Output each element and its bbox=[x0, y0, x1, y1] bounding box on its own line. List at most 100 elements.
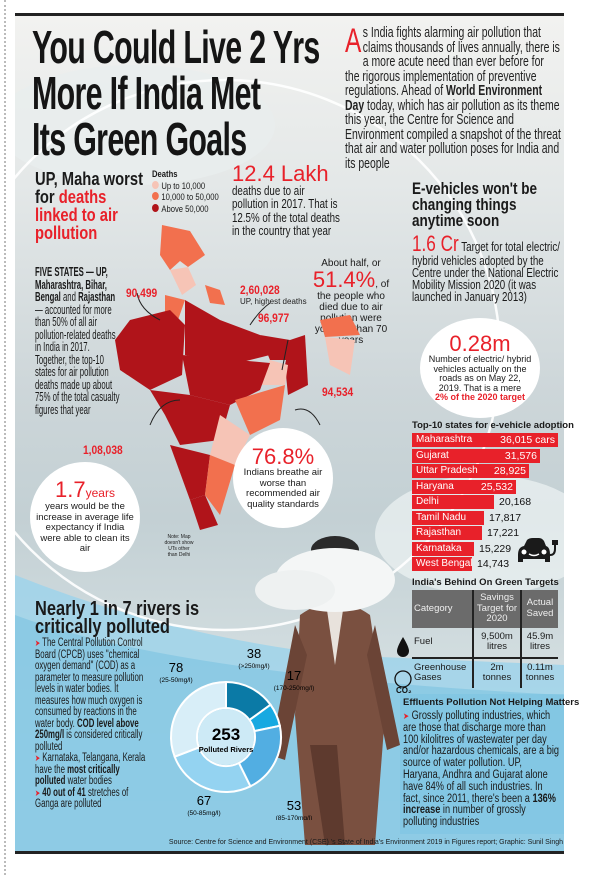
map-label-bihar: 96,977 bbox=[258, 311, 290, 325]
stat-text: years would be the increase in average l… bbox=[36, 501, 134, 555]
air-quality-stat: 76.8% Indians breathe air worse than rec… bbox=[233, 428, 333, 528]
bullet: ➤ Karnataka, Telangana, Kerala have the … bbox=[35, 752, 151, 788]
table-cell: 45.9m litres bbox=[526, 630, 554, 652]
bar-value-label: 25,532 bbox=[480, 480, 513, 493]
table-header: Savings Target for 2020 bbox=[473, 590, 522, 628]
map-region bbox=[182, 355, 270, 405]
effluents-box bbox=[400, 694, 564, 834]
slice-value-label: 17 bbox=[287, 668, 301, 683]
bar-category: Delhi bbox=[416, 496, 439, 507]
bar-category: Karnataka bbox=[416, 542, 462, 554]
co2-globe-icon bbox=[394, 670, 412, 688]
map-region bbox=[170, 445, 210, 500]
bold-text: COD level above 250mg/l bbox=[35, 717, 139, 741]
donut-center-text: 253 bbox=[212, 725, 240, 744]
bar-value-label: 20,168 bbox=[499, 496, 532, 508]
electric-car-icon bbox=[518, 538, 558, 562]
map-region bbox=[325, 337, 355, 375]
bar-category: Haryana bbox=[416, 480, 454, 492]
legend-swatch bbox=[152, 203, 159, 212]
five-states-paragraph: FIVE STATES — UP, Maharashtra, Bihar, Be… bbox=[35, 266, 122, 416]
map-region bbox=[260, 360, 288, 385]
map-label-up: 2,60,028 bbox=[240, 283, 280, 297]
stat-text: Target for total electric/ hybrid vehicl… bbox=[412, 240, 560, 304]
table-row: Fuel 9,500m litres 45.9m litres bbox=[412, 627, 558, 658]
slice-range-label: (>250mg/l) bbox=[238, 663, 269, 670]
stat-value: 76.8% bbox=[251, 444, 315, 469]
donut-center-text: Polluted Rivers bbox=[199, 745, 254, 754]
table-header: Actual Saved bbox=[520, 590, 558, 628]
legend-label: Above 50,000 bbox=[161, 203, 209, 214]
india-map bbox=[115, 225, 360, 530]
bar-value-label: 15,229 bbox=[479, 542, 512, 555]
text: Karnataka, Telangana, Kerala have the bbox=[35, 752, 146, 776]
targets-table: Category Savings Target for 2020 Actual … bbox=[412, 590, 558, 688]
bold-text: 40 out of 41 bbox=[42, 786, 86, 799]
bold-text: most critically polluted bbox=[35, 763, 120, 787]
stat-unit: years bbox=[85, 486, 115, 501]
bar: Tamil Nadu bbox=[412, 510, 484, 525]
table-row: Greenhouse Gases 2m tonnes 0.11m tonnes bbox=[412, 656, 558, 688]
life-expectancy-stat: 1.7years years would be the increase in … bbox=[30, 462, 140, 572]
map-region bbox=[160, 225, 205, 270]
slice-value-label: 53 bbox=[287, 798, 301, 813]
stat-text: Indians breathe air worse than recommend… bbox=[243, 467, 323, 510]
text: stretches of Ganga are polluted bbox=[35, 786, 129, 810]
deaths-heading: UP, Maha worst for deaths linked to air … bbox=[35, 170, 150, 242]
slice-range-label: (50-85mg/l) bbox=[187, 810, 220, 817]
bar-value-label: 28,925 bbox=[493, 465, 526, 477]
stat-text: Number of electric/ hybrid vehicles actu… bbox=[428, 354, 532, 393]
text: in number of grossly polluting industrie… bbox=[403, 804, 526, 829]
table-cell: Fuel bbox=[412, 627, 474, 658]
text: — accounted for more than 50% of all air… bbox=[35, 302, 120, 417]
map-region bbox=[235, 385, 285, 435]
map-label-rajasthan: 90,499 bbox=[126, 286, 158, 300]
bar: West Bengal bbox=[412, 557, 473, 571]
bar: Gujarat bbox=[412, 448, 540, 463]
headline-line: You Could Live 2 Yrs bbox=[32, 21, 320, 73]
map-label-note: UP, highest deaths bbox=[240, 297, 307, 306]
legend-swatch bbox=[152, 180, 159, 189]
legend-label: Up to 10,000 bbox=[161, 180, 206, 191]
bar-value-label: 17,221 bbox=[487, 527, 520, 539]
table-cell: 0.11m tonnes bbox=[520, 656, 558, 688]
donut-center bbox=[198, 709, 254, 765]
rivers-donut-chart: 38 (>250mg/l) 17 (170-250mg/l) 53 (85-170mg/l… bbox=[159, 646, 314, 820]
map-label-bengal: 94,534 bbox=[322, 385, 354, 399]
bar: Haryana bbox=[412, 479, 516, 494]
heading-red: deaths linked to air pollution bbox=[35, 187, 118, 243]
rivers-text: ➤ The Central Pollution Control Board (C… bbox=[35, 637, 151, 811]
stat-text: deaths due to air pollution in 2017. Tha… bbox=[232, 184, 340, 239]
headline: You Could Live 2 Yrs More If India Met I… bbox=[32, 24, 320, 162]
donut-slice bbox=[170, 680, 227, 758]
stat-pre: About half, or bbox=[321, 258, 381, 269]
fuel-drop-icon bbox=[397, 637, 409, 657]
intro-bold: World Environment Day bbox=[345, 83, 543, 114]
text: is considered critically polluted bbox=[35, 729, 143, 753]
map-legend: Deaths Up to 10,000 10,000 to 50,000 Above… bbox=[152, 169, 219, 215]
rivers-heading: Nearly 1 in 7 rivers is critically pollu… bbox=[35, 598, 200, 638]
intro-text: s India fights alarming air pollution th… bbox=[345, 25, 560, 99]
bar-value-label: 36,015 cars bbox=[500, 434, 555, 446]
bar-value-label: 14,743 bbox=[477, 558, 510, 570]
stat-value: 12.4 Lakh bbox=[232, 161, 329, 186]
bold-text: Rajasthan bbox=[78, 290, 116, 304]
ev-actual-stat: 0.28m Number of electric/ hybrid vehicle… bbox=[420, 318, 540, 418]
target-icons: CO₂ bbox=[394, 637, 412, 695]
text: and bbox=[60, 290, 79, 304]
targets-title: India's Behind On Green Targets bbox=[412, 577, 559, 588]
table-cell: Greenhouse Gases bbox=[412, 656, 474, 688]
bar: Karnataka bbox=[412, 541, 474, 556]
bar-value-label: 17,817 bbox=[489, 511, 522, 524]
map-region bbox=[320, 315, 360, 337]
stat-red: 2% of the 2020 target bbox=[434, 392, 526, 403]
bullet-arrow-icon: ➤ bbox=[403, 711, 410, 721]
stat-value: 51.4% bbox=[312, 267, 376, 292]
heading-black: UP, Maha worst for bbox=[35, 169, 144, 207]
text: water bodies bbox=[65, 775, 112, 787]
bullet-arrow-icon: ➤ bbox=[35, 638, 41, 648]
legend-item: Above 50,000 bbox=[152, 203, 219, 216]
bar-category: Tamil Nadu bbox=[416, 511, 467, 523]
legend-item: 10,000 to 50,000 bbox=[152, 192, 219, 204]
text: Grossly polluting industries, which are … bbox=[403, 710, 559, 805]
